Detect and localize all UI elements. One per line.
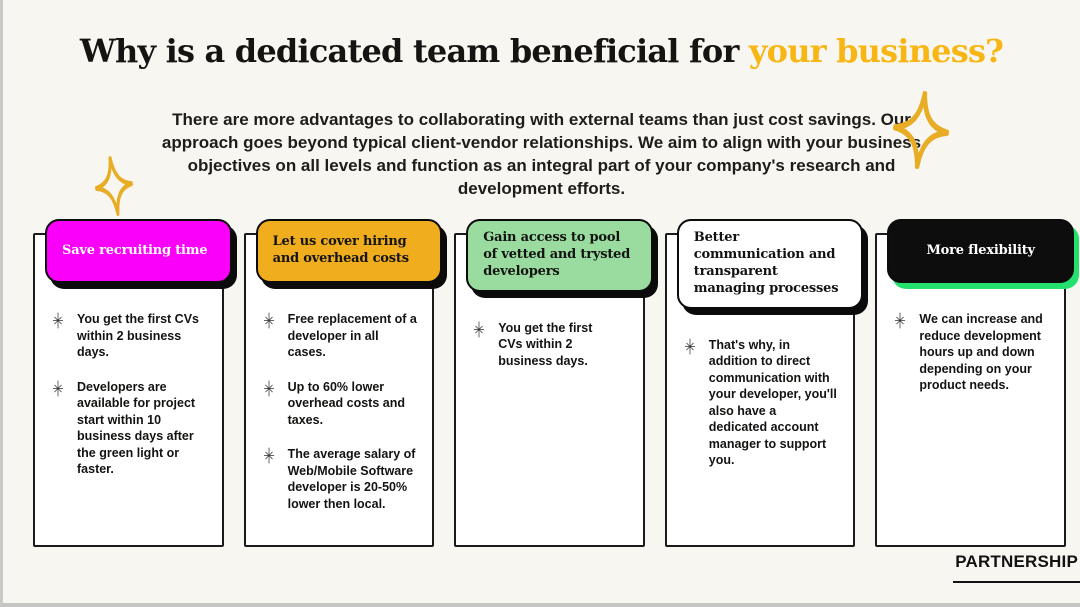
eight-point-star-icon — [52, 312, 64, 329]
list-item-text: We can increase and reduce development h… — [919, 312, 1043, 392]
list-item-text: You get the first CVs within 2 business … — [498, 320, 593, 368]
eight-point-star-icon — [474, 321, 485, 338]
card-title-label: Gain access to pool of vetted and tryste… — [483, 230, 631, 279]
benefit-card-flexibility: More flexibility We can increase and red… — [875, 219, 1074, 547]
card-title-label: Better communication and transparent man… — [693, 230, 839, 296]
eight-point-star-icon — [684, 338, 695, 355]
card-title-costs: Let us cover hiring and overhead costs — [255, 219, 443, 283]
list-item: Up to 60% lower overhead costs and taxes… — [261, 379, 423, 429]
sparkle-icon-left — [91, 154, 137, 219]
card-body: We can increase and reduce development h… — [877, 283, 1064, 394]
card-body: That's why, in addition to direct commun… — [667, 309, 854, 469]
list-item: Free replacement of a developer in all c… — [261, 311, 423, 361]
list-item: The average salary of Web/Mobile Softwar… — [261, 446, 423, 512]
card-title-flexibility: More flexibility — [887, 219, 1074, 283]
benefit-card-talent-pool: Gain access to pool of vetted and tryste… — [454, 219, 653, 547]
subtitle: There are more advantages to collaborati… — [161, 110, 922, 198]
list-item: That's why, in addition to direct commun… — [682, 337, 844, 469]
eight-point-star-icon — [895, 312, 906, 329]
card-title-label: More flexibility — [926, 242, 1035, 258]
card-title-talent-pool: Gain access to pool of vetted and tryste… — [466, 219, 653, 292]
list-item-text: You get the first CVs within 2 business … — [77, 312, 200, 359]
partnership-label: PARTNERSHIP — [953, 552, 1080, 583]
list-item-text: Developers are available for project sta… — [77, 379, 196, 477]
card-title-communication: Better communication and transparent man… — [676, 219, 864, 309]
card-body: You get the first CVs within 2 business … — [456, 292, 643, 370]
benefit-card-recruiting: Save recruiting time You get the first C… — [33, 219, 232, 547]
list-item: We can increase and reduce development h… — [892, 311, 1054, 394]
card-body: You get the first CVs within 2 business … — [35, 283, 222, 478]
list-item-text: The average salary of Web/Mobile Softwar… — [287, 447, 416, 511]
page-title-prefix: Why is a dedicated team beneficial for — [79, 32, 749, 70]
page-title-highlight: your business? — [748, 32, 1004, 70]
list-item: You get the first CVs within 2 business … — [50, 311, 212, 361]
card-title-label: Save recruiting time — [62, 242, 208, 258]
card-title-label: Let us cover hiring and overhead costs — [272, 234, 409, 266]
benefit-card-communication: Better communication and transparent man… — [664, 219, 864, 547]
benefit-card-costs: Let us cover hiring and overhead costs F… — [243, 219, 443, 547]
list-item-text: That's why, in addition to direct commun… — [708, 337, 837, 468]
eight-point-star-icon — [263, 312, 274, 329]
list-item: Developers are available for project sta… — [50, 379, 212, 478]
benefit-cards-row: Save recruiting time You get the first C… — [33, 219, 1074, 547]
card-title-recruiting: Save recruiting time — [45, 219, 232, 283]
eight-point-star-icon — [263, 447, 274, 464]
page-title: Why is a dedicated team beneficial for y… — [3, 32, 1080, 70]
list-item-text: Up to 60% lower overhead costs and taxes… — [287, 379, 405, 427]
sparkle-icon-right — [889, 88, 953, 171]
list-item-text: Free replacement of a developer in all c… — [287, 312, 417, 359]
eight-point-star-icon — [263, 379, 274, 397]
list-item: You get the first CVs within 2 business … — [471, 320, 633, 370]
card-body: Free replacement of a developer in all c… — [246, 283, 433, 512]
eight-point-star-icon — [52, 379, 64, 397]
